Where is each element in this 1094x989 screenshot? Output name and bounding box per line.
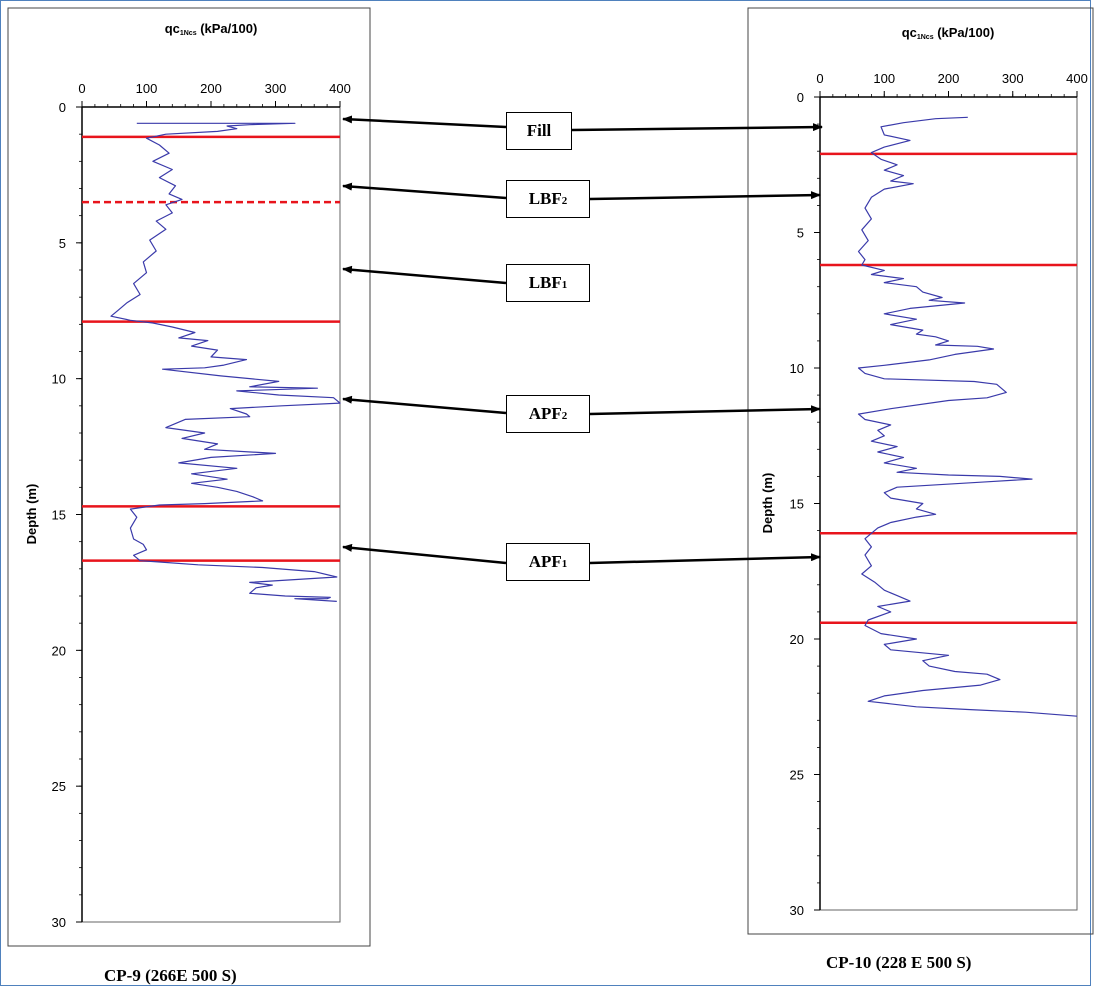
cp9-x-tick-label-1: 100 [136, 81, 158, 96]
unit-label-lbf1-sub: 1 [561, 279, 568, 291]
cp9-x-tick-label-0: 0 [78, 81, 85, 96]
caption-cp9: CP-9 (266E 500 S) [104, 966, 237, 985]
unit-label-lbf2: LBF2 [506, 180, 590, 218]
caption-cp10: CP-10 (228 E 500 S) [826, 953, 972, 972]
unit-label-lbf2-sub: 2 [561, 195, 568, 207]
cp9-y-tick-label-5: 25 [52, 779, 66, 794]
arrow-lbf1-left [342, 265, 507, 285]
cp10-x-tick-label-3: 300 [1002, 71, 1024, 86]
unit-label-lbf1-text: LBF [528, 273, 562, 292]
cp9-x-tick-label-4: 400 [329, 81, 351, 96]
arrow-lbf2-right [589, 191, 821, 201]
cp10-x-axis-title-sub: 1Ncs [917, 34, 934, 41]
cp10-qc-series-line [857, 116, 1078, 717]
cp10-y-tick-label-4: 20 [790, 632, 804, 647]
cp10-y-tick-label-1: 5 [797, 226, 804, 241]
cp10-x-tick-label-2: 200 [938, 71, 960, 86]
cp9-y-axis-title: Depth (m) [24, 484, 39, 545]
cp9-x-axis-title-unit: (kPa/100) [197, 21, 258, 36]
cp10-plot-area [819, 96, 1078, 911]
cp9-qc-series-line [110, 122, 341, 602]
cp9-y-tick-label-2: 10 [52, 372, 66, 387]
cp9-y-tick-label-3: 15 [52, 508, 66, 523]
unit-label-apf1: APF1 [506, 543, 590, 581]
cp10-y-tick-label-0: 0 [797, 90, 804, 105]
arrow-fill-left [342, 115, 507, 129]
arrow-lbf2-left [342, 182, 507, 200]
unit-label-apf2-text: APF [528, 404, 562, 423]
cp10-y-axis-title: Depth (m) [760, 473, 775, 534]
cp10-y-tick-label-6: 30 [790, 903, 804, 918]
arrow-apf1-right [589, 553, 821, 565]
cp9-y-tick-label-1: 5 [59, 236, 66, 251]
cp9-x-axis-title: qc1Ncs (kPa/100) [165, 21, 258, 37]
cp10-x-tick-label-1: 100 [873, 71, 895, 86]
unit-label-apf2-sub: 2 [561, 410, 568, 422]
unit-label-fill-text: Fill [526, 121, 552, 140]
cp9-x-axis-title-sub: 1Ncs [180, 30, 197, 37]
arrow-apf2-left [342, 395, 507, 415]
unit-label-apf2: APF2 [506, 395, 590, 433]
cp9-x-tick-label-2: 200 [200, 81, 222, 96]
cp9-y-tick-label-6: 30 [52, 915, 66, 930]
cp10-outer-border [747, 7, 1094, 935]
cp10-y-tick-label-2: 10 [790, 361, 804, 376]
cp9-y-tick-label-4: 20 [52, 643, 66, 658]
correlation-arrows [342, 115, 823, 565]
arrow-fill-right [571, 123, 823, 132]
cp9-plot-area [81, 106, 341, 923]
chart-cp9: qc1Ncs (kPa/100) 0 100 200 300 400 0 5 10 15 20 25 3… [7, 7, 371, 947]
cp10-y-tick-label-5: 25 [790, 768, 804, 783]
cp9-outer-border [7, 7, 371, 947]
cp10-x-axis-title: qc1Ncs (kPa/100) [902, 25, 995, 41]
chart-cp10: qc1Ncs (kPa/100) 0 100 200 300 400 0 5 10 15 20 25 3… [747, 7, 1094, 935]
cp9-y-tick-label-0: 0 [59, 100, 66, 115]
cp9-x-tick-label-3: 300 [265, 81, 287, 96]
arrow-apf1-left [342, 543, 507, 565]
arrow-apf2-right [589, 405, 821, 416]
cp10-y-tick-label-3: 15 [790, 497, 804, 512]
cp10-x-axis-title-main: qc [902, 25, 917, 40]
cp10-x-axis-title-unit: (kPa/100) [934, 25, 995, 40]
cp9-x-axis-title-main: qc [165, 21, 180, 36]
cp10-x-tick-label-4: 400 [1066, 71, 1088, 86]
unit-label-apf1-text: APF [528, 552, 562, 571]
cp10-x-tick-label-0: 0 [816, 71, 823, 86]
unit-label-lbf1: LBF1 [506, 264, 590, 302]
unit-label-lbf2-text: LBF [528, 189, 562, 208]
unit-label-fill: Fill [506, 112, 572, 150]
unit-label-apf1-sub: 1 [561, 558, 568, 570]
